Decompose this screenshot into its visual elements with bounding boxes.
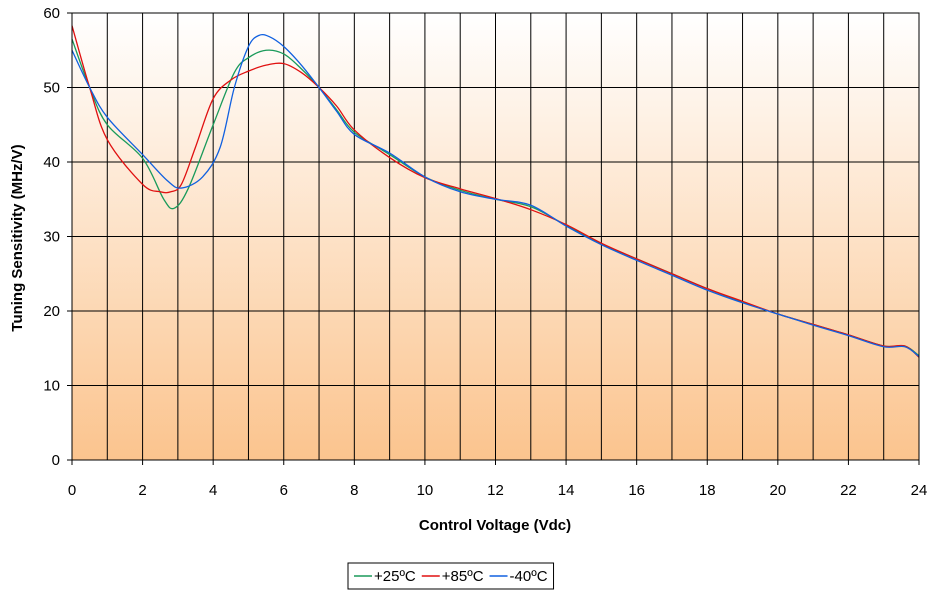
x-tick-label: 0 bbox=[68, 482, 76, 499]
x-tick-label: 10 bbox=[417, 482, 434, 499]
axes bbox=[67, 12, 920, 465]
x-tick-label: 22 bbox=[840, 482, 857, 499]
legend-box bbox=[347, 562, 555, 590]
x-tick-label: 2 bbox=[138, 482, 146, 499]
legend-label-1: +25ºC bbox=[374, 568, 416, 585]
y-tick-label: 50 bbox=[43, 80, 60, 97]
y-tick-label: 20 bbox=[43, 303, 60, 320]
x-tick-label: 4 bbox=[209, 482, 217, 499]
x-tick-label: 14 bbox=[558, 482, 575, 499]
x-tick-label: 6 bbox=[280, 482, 288, 499]
y-tick-label: 0 bbox=[52, 452, 60, 469]
series-line-3 bbox=[71, 33, 920, 357]
x-tick-label: 12 bbox=[487, 482, 504, 499]
x-tick-label: 20 bbox=[769, 482, 786, 499]
y-tick-label: 30 bbox=[43, 229, 60, 246]
x-tick-label: 8 bbox=[350, 482, 358, 499]
legend-label-3: -40ºC bbox=[510, 568, 548, 585]
legend: +25ºC +85ºC -40ºC bbox=[347, 562, 555, 590]
y-tick-label: 60 bbox=[43, 5, 60, 22]
x-tick-label: 18 bbox=[699, 482, 716, 499]
y-tick-label: 10 bbox=[43, 378, 60, 395]
x-tick-label: 24 bbox=[911, 482, 928, 499]
y-tick-label: 40 bbox=[43, 154, 60, 171]
x-axis-title: Control Voltage (Vdc) bbox=[419, 517, 571, 534]
legend-label-2: +85ºC bbox=[442, 568, 484, 585]
series-lines bbox=[71, 25, 920, 358]
x-tick-label: 16 bbox=[628, 482, 645, 499]
y-axis-title: Tuning Sensitivity (MHz/V) bbox=[9, 144, 26, 331]
